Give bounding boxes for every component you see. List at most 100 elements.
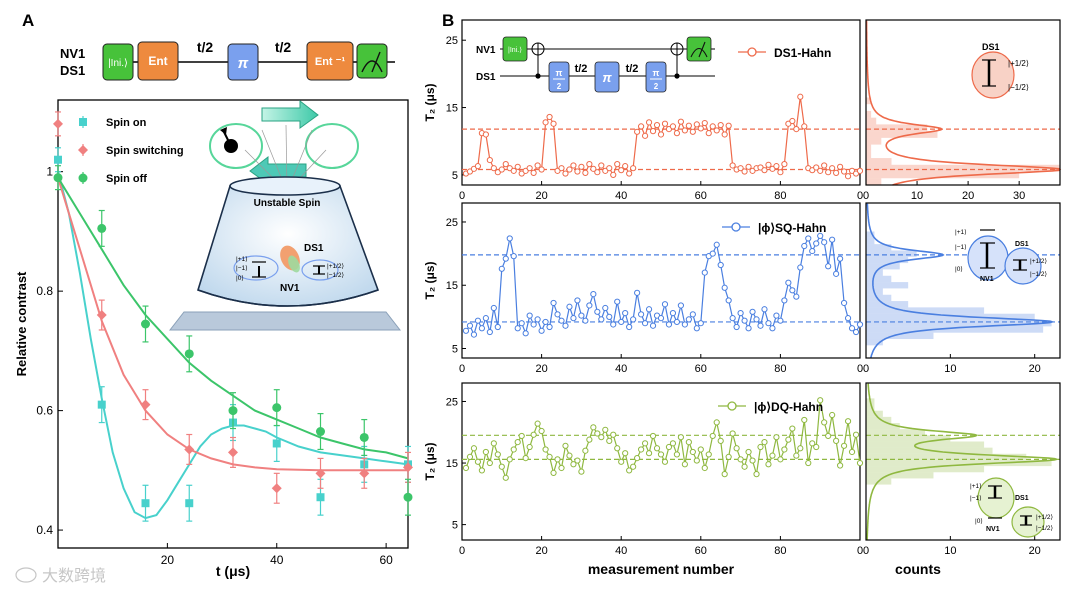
- data-point: [677, 302, 685, 309]
- data-point: [741, 317, 748, 324]
- data-point: [657, 131, 665, 138]
- data-point: [761, 439, 768, 446]
- data-point: [761, 167, 768, 174]
- x-tick-label: 60: [695, 190, 707, 202]
- data-point: [574, 457, 581, 464]
- data-point: [661, 458, 669, 465]
- x-tick-label: 80: [774, 545, 786, 557]
- svg-text:DS1: DS1: [1015, 495, 1029, 502]
- histogram-bar: [866, 151, 872, 159]
- plot-frame: [461, 19, 861, 186]
- histogram-bar: [866, 158, 892, 165]
- data-point: [582, 169, 589, 176]
- data-point: [598, 434, 605, 441]
- data-point: [634, 128, 641, 135]
- data-point: [641, 440, 649, 447]
- data-point: [510, 253, 517, 260]
- data-point: [749, 308, 756, 315]
- data-point: [844, 315, 852, 322]
- data-point: [697, 320, 704, 327]
- circuit-row-label-nv1: NV1: [60, 46, 85, 61]
- histogram-bar: [866, 275, 892, 283]
- lorentzian-fit-curve: [865, 20, 1062, 186]
- data-point: [773, 163, 780, 170]
- data-point: [673, 130, 681, 137]
- data-point: [586, 161, 593, 168]
- data-point: [466, 322, 474, 329]
- data-point: [534, 420, 541, 427]
- data-point: [817, 397, 824, 404]
- data-point: [673, 451, 681, 458]
- svg-text:|+1⟩: |+1⟩: [955, 228, 967, 236]
- data-point: [602, 304, 609, 312]
- data-point: [733, 323, 740, 331]
- data-point: [185, 499, 194, 508]
- histogram-bar: [866, 472, 934, 479]
- x-tick-label: 80: [774, 190, 786, 202]
- data-point: [614, 445, 621, 452]
- svg-text:DS1-Hahn: DS1-Hahn: [774, 46, 831, 60]
- data-point: [530, 431, 537, 438]
- data-point: [630, 463, 637, 470]
- data-point: [272, 439, 281, 448]
- svg-text:|Ini.⟩: |Ini.⟩: [108, 58, 128, 69]
- data-point: [856, 167, 864, 174]
- svg-text:|0⟩: |0⟩: [236, 274, 244, 282]
- histogram-bar: [866, 429, 926, 436]
- data-point: [677, 118, 685, 125]
- data-point: [669, 440, 677, 447]
- svg-text:t/2: t/2: [626, 63, 639, 75]
- x-tick-label: 40: [615, 190, 627, 202]
- data-point: [801, 123, 808, 130]
- data-point: [721, 471, 728, 478]
- x-tick-label: 20: [1029, 545, 1041, 557]
- data-point: [693, 457, 700, 464]
- x-tick-label: 0: [459, 545, 465, 557]
- svg-text:t/2: t/2: [575, 63, 588, 75]
- data-point: [97, 400, 106, 409]
- data-point: [514, 439, 521, 446]
- data-point: [741, 463, 748, 470]
- data-point: [833, 169, 840, 176]
- data-point: [725, 297, 732, 304]
- histogram-bar: [866, 441, 985, 448]
- data-point: [781, 161, 788, 168]
- data-point: [141, 319, 150, 329]
- data-point: [610, 431, 617, 438]
- data-point: [844, 418, 852, 425]
- svg-text:|ϕ⟩SQ-Hahn: |ϕ⟩SQ-Hahn: [758, 221, 826, 235]
- data-point: [570, 461, 577, 468]
- histogram-bar: [866, 435, 951, 442]
- data-point: [570, 162, 577, 169]
- data-point: [681, 321, 688, 328]
- svg-text:NV1: NV1: [980, 276, 994, 283]
- spin-schematic-inset: Unstable Spin DS1 NV1 |+1⟩ |−1⟩ |0⟩ |+1/…: [168, 99, 402, 331]
- data-point: [522, 330, 529, 337]
- x-tick-label: 0: [857, 545, 863, 557]
- data-point: [606, 437, 613, 444]
- data-point: [721, 131, 728, 138]
- data-point: [634, 289, 641, 296]
- data-point: [506, 456, 513, 463]
- data-point: [801, 416, 808, 424]
- data-point: [498, 166, 505, 173]
- data-point: [689, 128, 696, 135]
- data-point: [725, 122, 732, 129]
- y-tick-label: 0.6: [36, 404, 53, 418]
- data-point: [53, 173, 63, 183]
- svg-text:大数跨境: 大数跨境: [42, 566, 106, 585]
- data-point: [837, 163, 844, 170]
- data-point: [813, 240, 820, 247]
- data-point: [526, 443, 533, 451]
- data-point: [852, 431, 860, 438]
- x-tick-label: 20: [535, 190, 547, 202]
- histogram-bar: [866, 269, 883, 276]
- svg-text:DS1: DS1: [982, 42, 1000, 52]
- data-point: [140, 399, 151, 410]
- data-point: [669, 309, 677, 317]
- data-point: [566, 303, 573, 310]
- data-point: [550, 120, 557, 127]
- y-tick-label: 25: [446, 35, 458, 47]
- data-point: [502, 255, 509, 262]
- cnot-gate-icon: [531, 42, 545, 79]
